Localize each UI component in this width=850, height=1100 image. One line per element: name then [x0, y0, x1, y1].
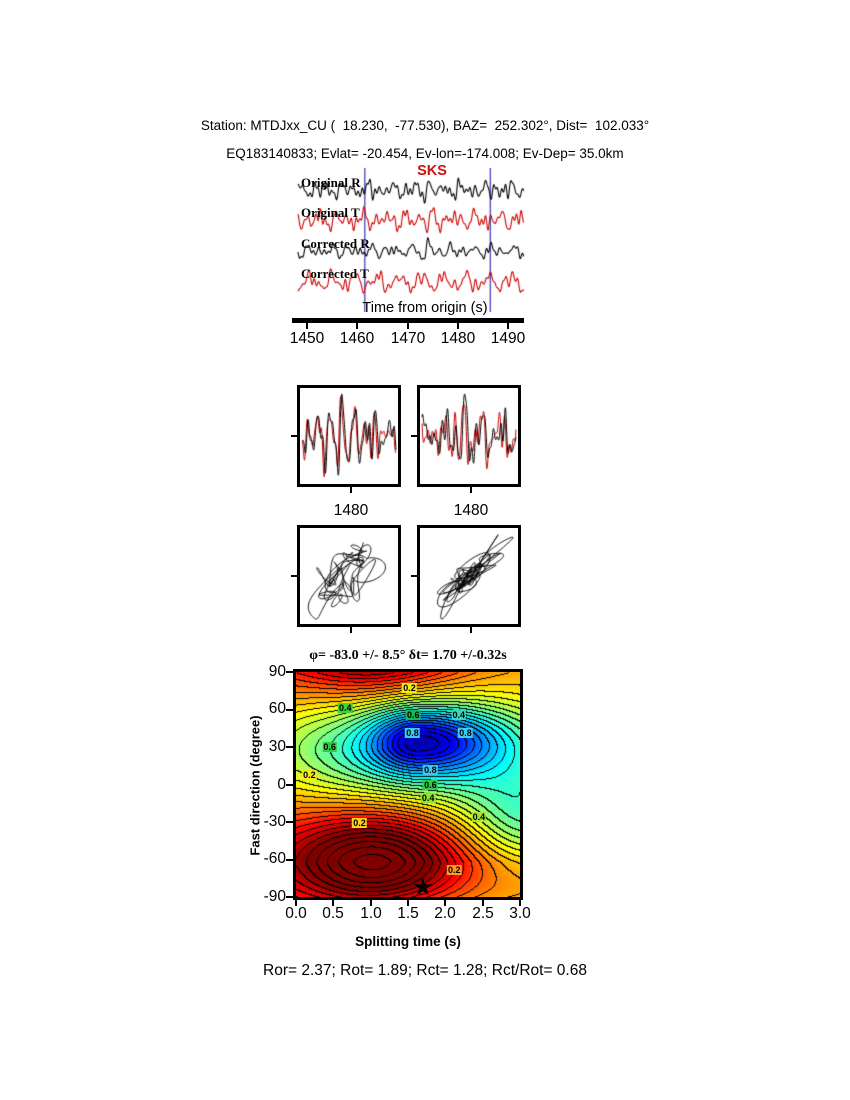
trace-label-corrected-t: Corrected T [301, 266, 369, 281]
contour-x-axis-tick [481, 900, 484, 906]
contour-label: 0.8 [405, 728, 420, 739]
time-axis-bar [292, 318, 524, 323]
contour-y-axis-tick [286, 708, 293, 711]
contour-label: 0.6 [405, 709, 421, 720]
panel-bottom-tick [350, 487, 352, 493]
time-axis-tick [457, 323, 459, 329]
contour-x-axis-tick [332, 900, 335, 906]
time-axis-tick [356, 323, 359, 329]
time-axis-label: Time from origin (s) [362, 300, 488, 316]
station-header: Station: MTDJxx_CU ( 18.230, -77.530), B… [200, 118, 650, 133]
trace-label-original-r: Original R [301, 175, 361, 190]
contour-y-axis-tick [286, 671, 293, 673]
panel-bottom-tick [470, 627, 472, 633]
contour-xlabel: Splitting time (s) [355, 934, 461, 949]
xtick-1.5: 1.5 [397, 905, 419, 922]
contour-x-axis-tick [407, 900, 409, 906]
fast-slow-overlay-left-canvas [297, 385, 401, 487]
particle-motion-original-canvas [297, 525, 401, 627]
contour-y-axis-tick [286, 858, 293, 861]
time-tick-1490: 1490 [490, 330, 526, 347]
time-axis-tick [306, 323, 308, 329]
footer-stats: Ror= 2.37; Rot= 1.89; Rct= 1.28; Rct/Rot… [263, 962, 587, 979]
contour-y-axis-tick [286, 896, 293, 898]
time-tick-1450: 1450 [289, 330, 325, 347]
xtick-0.0: 0.0 [285, 905, 307, 922]
best-solution-star: ★ [412, 874, 434, 902]
waveform-traces-canvas [292, 162, 528, 320]
time-axis-tick [406, 323, 409, 329]
contour-label: 0.4 [451, 709, 467, 720]
fast-slow-overlay-right-canvas [417, 385, 521, 487]
panel-left-tick [291, 435, 297, 437]
contour-label: 0.8 [423, 764, 438, 775]
contour-y-axis-tick [286, 821, 293, 823]
time-axis-tick [507, 323, 510, 329]
contour-label: 0.2 [302, 769, 317, 780]
trace-label-corrected-r: Corrected R [301, 236, 370, 251]
particle-motion-corrected-canvas [417, 525, 521, 627]
contour-label: 0.8 [458, 728, 473, 739]
contour-label: 0.2 [352, 818, 367, 829]
trace-label-original-t: Original T [301, 205, 360, 220]
ytick-m60: -60 [263, 850, 286, 867]
xtick-3.0: 3.0 [509, 905, 531, 922]
xtick-0.5: 0.5 [322, 905, 344, 922]
contour-x-axis-tick [369, 900, 372, 906]
contour-label: 0.6 [322, 742, 337, 752]
ytick-m30: -30 [263, 813, 286, 830]
overlay-left-tick-label: 1480 [333, 502, 369, 519]
contour-y-axis-tick [286, 783, 293, 786]
overlay-right-tick-label: 1480 [453, 502, 489, 519]
contour-label: 0.6 [423, 779, 438, 790]
xtick-2.5: 2.5 [472, 905, 494, 922]
phase-label: SKS [417, 163, 447, 179]
panel-bottom-tick [350, 627, 352, 633]
misfit-contour-canvas [293, 669, 523, 900]
panel-left-tick [291, 575, 297, 577]
ytick-0: 0 [277, 776, 286, 793]
time-tick-1460: 1460 [339, 330, 375, 347]
panel-left-tick [411, 435, 417, 437]
contour-label: 0.4 [471, 812, 487, 822]
contour-label: 0.2 [447, 864, 462, 875]
contour-label: 0.2 [402, 683, 417, 694]
contour-label: 0.4 [420, 793, 436, 804]
contour-x-axis-tick [295, 900, 297, 906]
time-tick-1470: 1470 [390, 330, 426, 347]
ytick-90: 90 [268, 663, 286, 680]
panel-left-tick [411, 575, 417, 577]
contour-label: 0.4 [338, 703, 353, 714]
ytick-m90: -90 [263, 888, 286, 905]
xtick-1.0: 1.0 [360, 905, 382, 922]
panel-bottom-tick [470, 487, 472, 493]
contour-x-axis-tick [444, 900, 447, 906]
contour-x-axis-tick [519, 900, 521, 906]
time-tick-1480: 1480 [440, 330, 476, 347]
ytick-60: 60 [268, 700, 286, 717]
event-header: EQ183140833; Evlat= -20.454, Ev-lon=-174… [226, 146, 624, 161]
contour-y-axis-tick [286, 746, 293, 748]
contour-title: φ= -83.0 +/- 8.5° δt= 1.70 +/-0.32s [309, 648, 507, 663]
xtick-2.0: 2.0 [434, 905, 456, 922]
ytick-30: 30 [268, 738, 286, 755]
